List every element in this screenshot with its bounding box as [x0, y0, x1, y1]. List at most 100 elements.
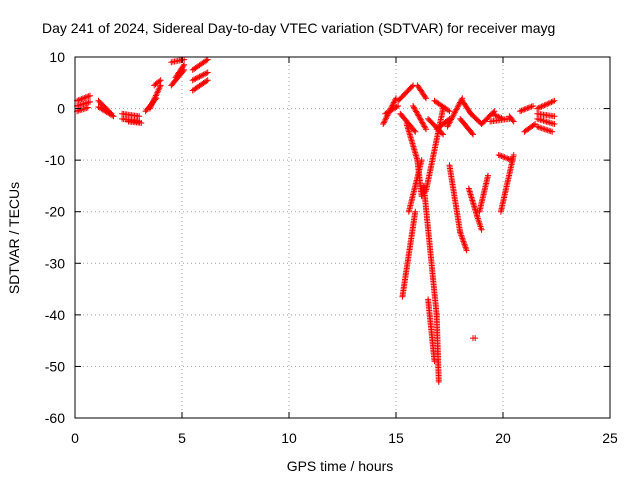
x-tick-label: 0: [71, 430, 79, 446]
data-point: [78, 96, 85, 103]
data-point: [382, 116, 389, 123]
data-point: [412, 208, 419, 215]
x-tick-label: 25: [602, 430, 618, 446]
data-point: [530, 122, 537, 128]
data-point: [200, 71, 207, 78]
data-point: [549, 128, 556, 135]
data-point: [431, 358, 438, 365]
data-point: [204, 77, 211, 84]
x-axis-label: GPS time / hours: [287, 458, 394, 474]
data-point: [423, 126, 429, 133]
data-point: [148, 101, 155, 108]
data-point: [203, 70, 210, 77]
data-point: [445, 107, 452, 114]
data-point: [409, 83, 415, 90]
y-tick-label: 10: [49, 49, 65, 65]
data-point: [203, 78, 210, 85]
data-point: [510, 152, 517, 158]
x-tick-label: 20: [495, 430, 511, 446]
data-point: [508, 157, 515, 164]
data-point: [180, 63, 187, 69]
y-axis-label: SDTVAR / TECUs: [6, 182, 22, 294]
data-point: [157, 77, 164, 84]
data-point: [83, 105, 90, 112]
data-point: [155, 86, 162, 93]
data-point: [450, 112, 457, 119]
data-point: [546, 127, 553, 134]
data-point: [87, 92, 93, 99]
data-point: [548, 99, 555, 106]
data-point: [478, 226, 485, 233]
data-point: [423, 95, 429, 102]
data-point: [435, 378, 442, 385]
y-tick-label: -40: [45, 307, 65, 323]
data-point: [110, 113, 117, 120]
data-point: [196, 73, 203, 80]
x-tick-label: 15: [388, 430, 404, 446]
data-point: [505, 156, 512, 162]
data-point: [500, 115, 506, 122]
data-point: [438, 130, 445, 137]
data-point: [463, 247, 470, 254]
grid: [75, 57, 610, 418]
data-point: [538, 103, 545, 110]
data-point: [156, 78, 163, 85]
data-point: [152, 92, 159, 99]
y-tick-label: -30: [45, 255, 65, 271]
x-tick-label: 5: [178, 430, 186, 446]
data-point: [520, 107, 526, 113]
data-point: [151, 95, 158, 102]
data-point: [150, 98, 157, 105]
data-point: [446, 108, 453, 115]
chart-title: Day 241 of 2024, Sidereal Day-to-day VTE…: [42, 20, 555, 36]
data-point: [156, 83, 163, 90]
data-point: [87, 98, 93, 105]
data-point: [383, 115, 389, 122]
data-point: [195, 74, 202, 81]
data-point: [395, 103, 402, 109]
data-point: [138, 120, 145, 126]
data-point: [545, 100, 552, 107]
data-point: [500, 153, 506, 160]
data-point: [204, 56, 211, 63]
data-point: [380, 119, 387, 126]
data-point: [504, 155, 511, 162]
data-point: [199, 72, 206, 79]
data-point: [192, 75, 199, 82]
data-point: [189, 77, 196, 84]
data-point: [422, 124, 429, 131]
data-point: [509, 117, 516, 124]
y-tick-label: -50: [45, 358, 65, 374]
data-point: [551, 121, 558, 127]
data-point: [181, 61, 188, 68]
data-point: [85, 93, 92, 100]
y-tick-label: -10: [45, 152, 65, 168]
data-point: [393, 103, 400, 110]
data-point: [136, 113, 143, 120]
data-point: [457, 230, 464, 237]
x-tick-label: 10: [281, 430, 297, 446]
data-point: [517, 108, 524, 115]
data-point: [551, 97, 558, 104]
y-tick-label: -60: [45, 410, 65, 426]
data-point: [547, 99, 554, 106]
data-point: [469, 130, 476, 137]
data-point: [77, 96, 83, 103]
data-point: [157, 82, 164, 89]
data-point: [411, 127, 418, 134]
data-point: [541, 102, 548, 109]
data-point: [109, 112, 116, 119]
data-point: [422, 94, 429, 100]
data-point: [472, 335, 479, 342]
plot-frame: [74, 56, 611, 419]
data-point: [525, 104, 532, 111]
axis-ticks: 0 5 10 15 20 25 10 0 -10 -20 -30 -40 -50 -60: [45, 49, 618, 446]
data-point: [440, 131, 447, 138]
data-point: [147, 104, 154, 111]
data-point: [485, 172, 491, 179]
data-point: [82, 94, 89, 101]
data-point: [193, 75, 200, 82]
data-point: [524, 105, 531, 112]
data-point: [197, 73, 204, 79]
